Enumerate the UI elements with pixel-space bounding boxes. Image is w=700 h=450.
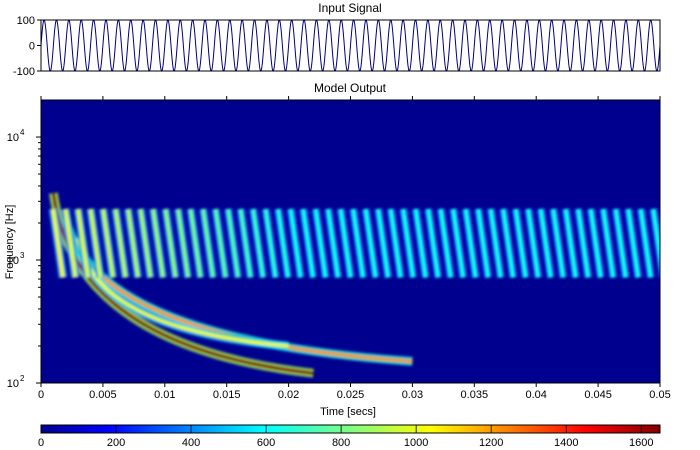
pulse-mark <box>201 208 216 278</box>
model-output-x-axis: 0 0.005 0.01 0.015 0.02 0.025 0.03 0.035 0.04 0.0… <box>38 96 671 401</box>
colorbar-tick-label: 600 <box>257 437 275 449</box>
y-tick-label: 10 <box>7 255 19 267</box>
pulse-mark <box>301 208 316 278</box>
pulse-mark <box>576 208 591 278</box>
colorbar-tick-label: 0 <box>38 437 44 449</box>
pulse-mark <box>513 208 528 278</box>
onset-curve <box>51 192 314 376</box>
pulse-mark <box>76 208 90 278</box>
pulse-mark <box>376 208 391 278</box>
x-tick-label: 0 <box>38 389 44 401</box>
pulse-mark <box>338 208 353 278</box>
x-tick-label: 0.01 <box>154 389 175 401</box>
pulse-mark <box>388 208 403 278</box>
pulse-mark <box>51 208 65 278</box>
x-tick-label: 0.03 <box>402 389 423 401</box>
y-tick-label: 10 <box>7 378 19 390</box>
pulse-mark <box>276 208 291 278</box>
pulse-mark <box>476 208 491 278</box>
pulse-mark <box>601 208 616 278</box>
pulse-mark <box>313 208 328 278</box>
colorbar-gradient <box>40 424 661 434</box>
pulse-mark <box>463 208 478 278</box>
pulse-mark <box>438 208 453 278</box>
pulse-mark <box>626 208 641 278</box>
pulse-mark <box>238 208 253 278</box>
pulse-mark <box>501 208 516 278</box>
pulse-mark <box>588 208 603 278</box>
pulse-mark <box>426 208 441 278</box>
pulse-mark <box>651 208 660 270</box>
colorbar-tick-label: 1600 <box>629 437 653 449</box>
pulse-mark <box>213 208 228 278</box>
input-signal-y-axis: 100 0 -100 <box>13 15 41 78</box>
pulse-mark <box>101 208 116 278</box>
pulse-mark <box>138 208 153 278</box>
pulse-mark <box>288 208 303 278</box>
pulse-mark <box>63 208 78 278</box>
pulse-mark <box>251 208 266 278</box>
pulse-mark <box>176 208 191 278</box>
pulse-mark <box>113 208 128 278</box>
pulse-mark <box>613 208 628 278</box>
x-axis-label: Time [secs] <box>320 406 376 418</box>
pulse-mark <box>451 208 466 278</box>
pulse-mark <box>488 208 503 278</box>
pulse-mark <box>413 208 428 278</box>
y-tick-exponent: 4 <box>20 128 25 137</box>
pulse-mark <box>163 208 178 278</box>
pulse-mark <box>351 208 366 278</box>
pulse-mark <box>538 208 553 278</box>
x-tick-label: 0.045 <box>584 389 612 401</box>
colorbar-tick-label: 400 <box>182 437 200 449</box>
model-output-title: Model Output <box>314 81 387 95</box>
pulse-mark <box>363 208 378 278</box>
input-signal-chart: Input Signal 100 0 -100 <box>13 1 661 78</box>
y-tick-exponent: 3 <box>20 251 25 260</box>
x-tick-label: 0.035 <box>461 389 489 401</box>
input-signal-line <box>41 20 660 71</box>
colorbar-tick-label: 1400 <box>554 437 578 449</box>
pulse-mark <box>226 208 241 278</box>
input-signal-y-tick-label: 100 <box>17 15 35 27</box>
input-signal-title: Input Signal <box>318 1 381 15</box>
pulse-mark <box>151 208 166 278</box>
y-tick-exponent: 2 <box>20 374 25 383</box>
pulse-mark <box>526 208 541 278</box>
x-tick-label: 0.015 <box>213 389 241 401</box>
pulse-mark <box>263 208 278 278</box>
pulse-mark <box>638 208 653 278</box>
x-tick-label: 0.04 <box>525 389 546 401</box>
colorbar-tick-label: 200 <box>107 437 125 449</box>
colorbar-tick-label: 1000 <box>404 437 428 449</box>
y-axis-label: Frequency [Hz] <box>4 205 16 280</box>
pulse-mark <box>326 208 341 278</box>
pulse-mark <box>401 208 416 278</box>
x-tick-label: 0.005 <box>89 389 117 401</box>
input-signal-y-tick-label: 0 <box>29 41 35 53</box>
colorbar-ticks: 0 200 400 600 800 1000 1200 1400 1600 <box>38 425 653 449</box>
pulse-mark <box>563 208 578 278</box>
pulse-mark <box>188 208 203 278</box>
colorbar-tick-label: 800 <box>332 437 350 449</box>
model-output-chart: Model Output 0 0.005 0.01 0.015 0.02 0.025 0.0… <box>4 81 671 418</box>
y-tick-label: 10 <box>7 132 19 144</box>
heatmap-marks <box>48 192 660 378</box>
x-tick-label: 0.05 <box>649 389 670 401</box>
colorbar: 0 200 400 600 800 1000 1200 1400 1600 <box>38 424 661 449</box>
input-signal-y-tick-label: -100 <box>13 66 35 78</box>
colorbar-tick-label: 1200 <box>479 437 503 449</box>
pulse-mark <box>551 208 566 278</box>
x-tick-label: 0.025 <box>337 389 365 401</box>
x-tick-label: 0.02 <box>278 389 299 401</box>
pulse-mark <box>88 208 103 278</box>
pulse-mark <box>126 208 141 278</box>
